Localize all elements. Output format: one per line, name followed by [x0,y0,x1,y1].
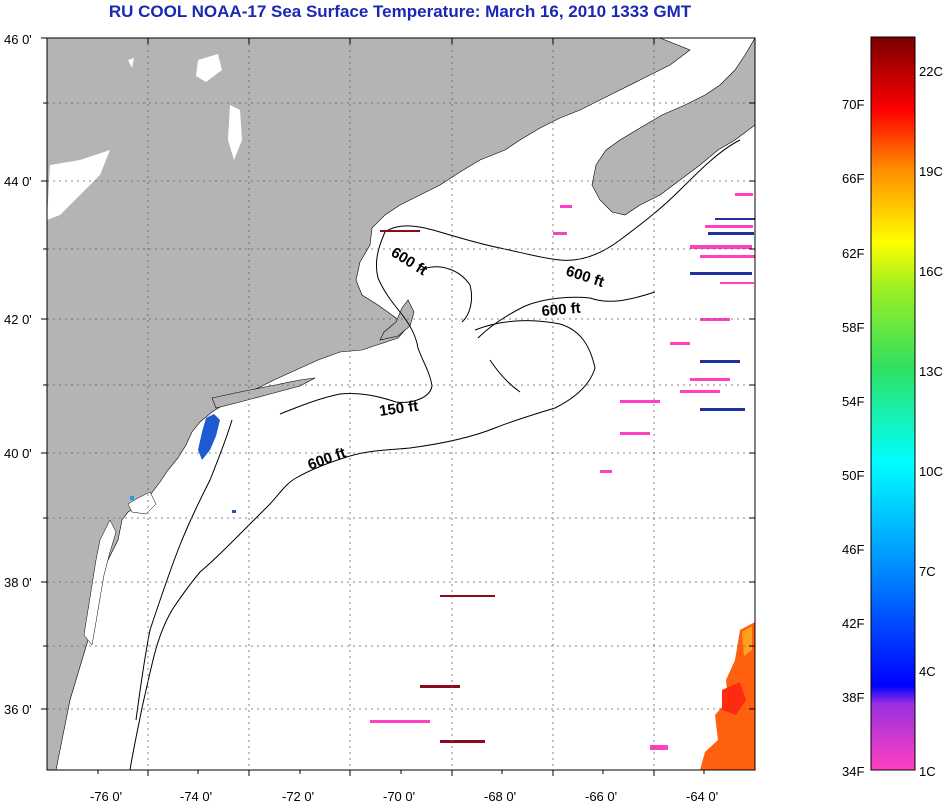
lat-label: 40 0' [4,446,32,461]
sst-warm-patch [722,682,746,715]
cb-f-label: 70F [842,97,864,112]
lat-label: 42 0' [4,312,32,327]
lon-label: -64 0' [686,789,718,804]
cb-f-label: 38F [842,690,864,705]
cb-f-label: 42F [842,616,864,631]
cb-f-label: 66F [842,171,864,186]
cape-cod [379,299,415,341]
cb-c-label: 19C [919,164,943,179]
lon-label: -76 0' [90,789,122,804]
cb-f-label: 34F [842,764,864,779]
delaware-bay [127,491,157,515]
lon-label: -74 0' [180,789,212,804]
sst-streaks [370,193,755,750]
colorbar-celsius-labels: 22C 19C 16C 13C 10C 7C 4C 1C [919,64,943,779]
lake [128,58,134,68]
sst-cold-patch [198,414,220,460]
lat-label: 44 0' [4,174,32,189]
lon-label: -66 0' [585,789,617,804]
cb-f-label: 54F [842,394,864,409]
sst-cold-pixel [130,496,134,500]
cb-c-label: 1C [919,764,936,779]
cb-c-label: 13C [919,364,943,379]
chesapeake-bay [83,519,117,646]
sst-warm-patch [742,626,752,656]
colorbar [870,36,916,771]
long-island [211,377,316,409]
cb-c-label: 22C [919,64,943,79]
nova-scotia-landmass [591,38,755,216]
cb-f-label: 46F [842,542,864,557]
contour-label: 150 ft [378,398,419,420]
lat-label: 38 0' [4,575,32,590]
lat-label: 46 0' [4,32,32,47]
contour-label: 600 ft [541,300,582,320]
cb-f-label: 62F [842,246,864,261]
cb-c-label: 4C [919,664,936,679]
lake [196,54,222,82]
lat-label: 36 0' [4,702,32,717]
cb-c-label: 16C [919,264,943,279]
cb-f-label: 58F [842,320,864,335]
cb-c-label: 7C [919,564,936,579]
sst-cold-pixel [232,510,236,513]
axis-ticks [41,37,755,776]
grid-lines [47,38,755,770]
bathymetry-contours [129,139,741,770]
cb-c-label: 10C [919,464,943,479]
lon-label: -70 0' [383,789,415,804]
lake [47,150,110,220]
cb-f-label: 50F [842,468,864,483]
sst-warm-patch [700,622,755,770]
map-title: RU COOL NOAA-17 Sea Surface Temperature:… [108,2,692,21]
lake [228,105,242,160]
colorbar-fahrenheit-labels: 70F 66F 62F 58F 54F 50F 46F 42F 38F 34F [842,97,864,779]
lon-label: -72 0' [282,789,314,804]
lon-label: -68 0' [484,789,516,804]
